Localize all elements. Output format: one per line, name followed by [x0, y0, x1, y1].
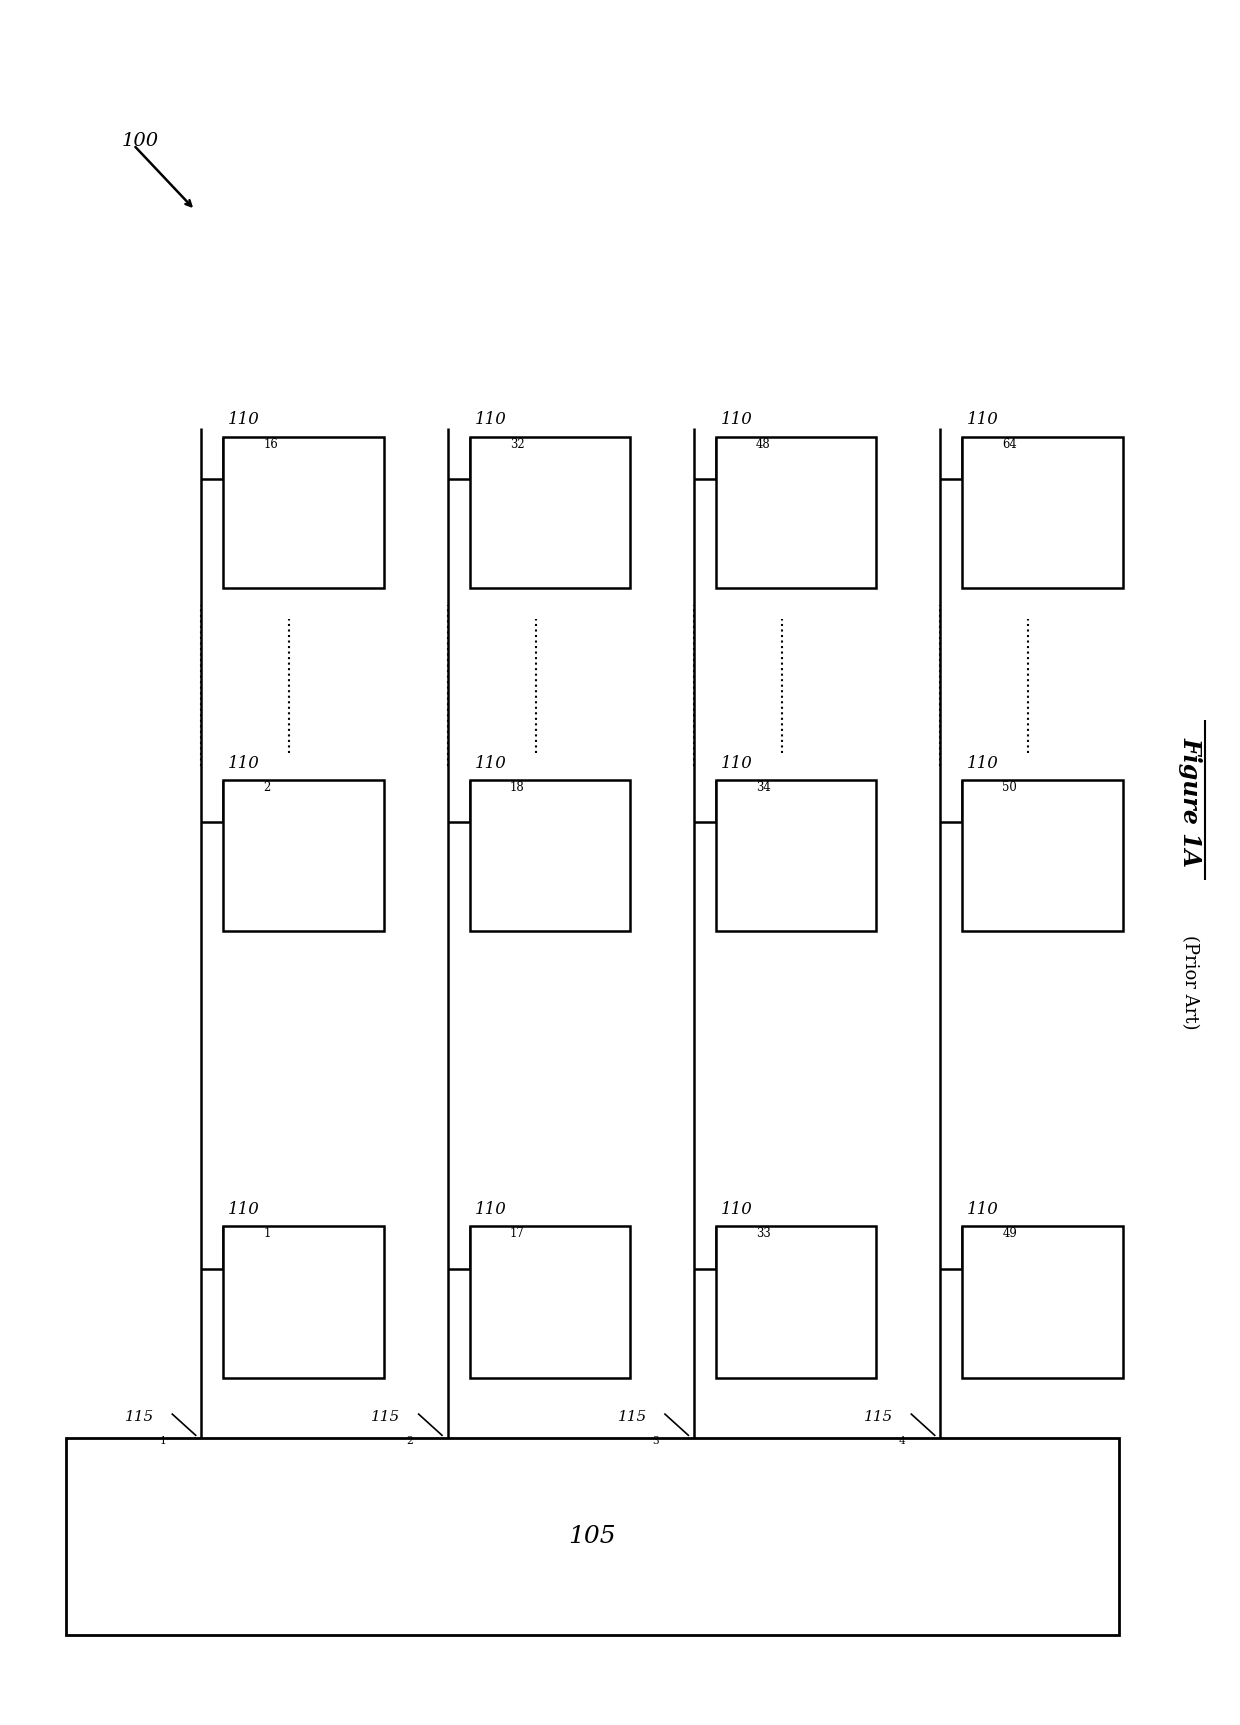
Text: 64: 64: [1002, 438, 1017, 450]
Text: 1: 1: [160, 1437, 167, 1446]
Text: 100: 100: [122, 133, 159, 150]
Bar: [66, 1437, 1118, 1635]
Bar: [715, 1226, 877, 1378]
Text: 48: 48: [756, 438, 771, 450]
Text: 110: 110: [228, 411, 260, 428]
Text: 115: 115: [864, 1409, 893, 1423]
Text: 110: 110: [475, 411, 506, 428]
Text: 3: 3: [652, 1437, 660, 1446]
Text: 4: 4: [899, 1437, 905, 1446]
Text: 110: 110: [475, 1201, 506, 1218]
Bar: [962, 1226, 1122, 1378]
Text: 110: 110: [228, 754, 260, 771]
Text: 105: 105: [568, 1525, 616, 1547]
Text: 110: 110: [967, 1201, 999, 1218]
Text: 110: 110: [967, 411, 999, 428]
Text: 115: 115: [371, 1409, 401, 1423]
Text: 115: 115: [618, 1409, 647, 1423]
Bar: [470, 780, 630, 932]
Bar: [223, 1226, 383, 1378]
Text: 17: 17: [510, 1226, 525, 1240]
Bar: [962, 436, 1122, 588]
Text: 1: 1: [263, 1226, 270, 1240]
Bar: [470, 1226, 630, 1378]
Bar: [223, 780, 383, 932]
Text: 110: 110: [720, 1201, 753, 1218]
Text: Figure 1A: Figure 1A: [1178, 737, 1203, 868]
Text: 110: 110: [475, 754, 506, 771]
Bar: [962, 780, 1122, 932]
Text: 115: 115: [125, 1409, 154, 1423]
Text: 2: 2: [407, 1437, 413, 1446]
Text: 33: 33: [756, 1226, 771, 1240]
Bar: [223, 436, 383, 588]
Text: 2: 2: [263, 781, 270, 794]
Text: 18: 18: [510, 781, 525, 794]
Text: 49: 49: [1002, 1226, 1017, 1240]
Text: 34: 34: [756, 781, 771, 794]
Text: 110: 110: [228, 1201, 260, 1218]
Text: 110: 110: [720, 411, 753, 428]
Text: 32: 32: [510, 438, 525, 450]
Bar: [715, 780, 877, 932]
Text: 110: 110: [967, 754, 999, 771]
Text: 110: 110: [720, 754, 753, 771]
Text: 16: 16: [263, 438, 278, 450]
Text: 50: 50: [1002, 781, 1017, 794]
Bar: [470, 436, 630, 588]
Bar: [715, 436, 877, 588]
Text: (Prior Art): (Prior Art): [1182, 935, 1199, 1030]
